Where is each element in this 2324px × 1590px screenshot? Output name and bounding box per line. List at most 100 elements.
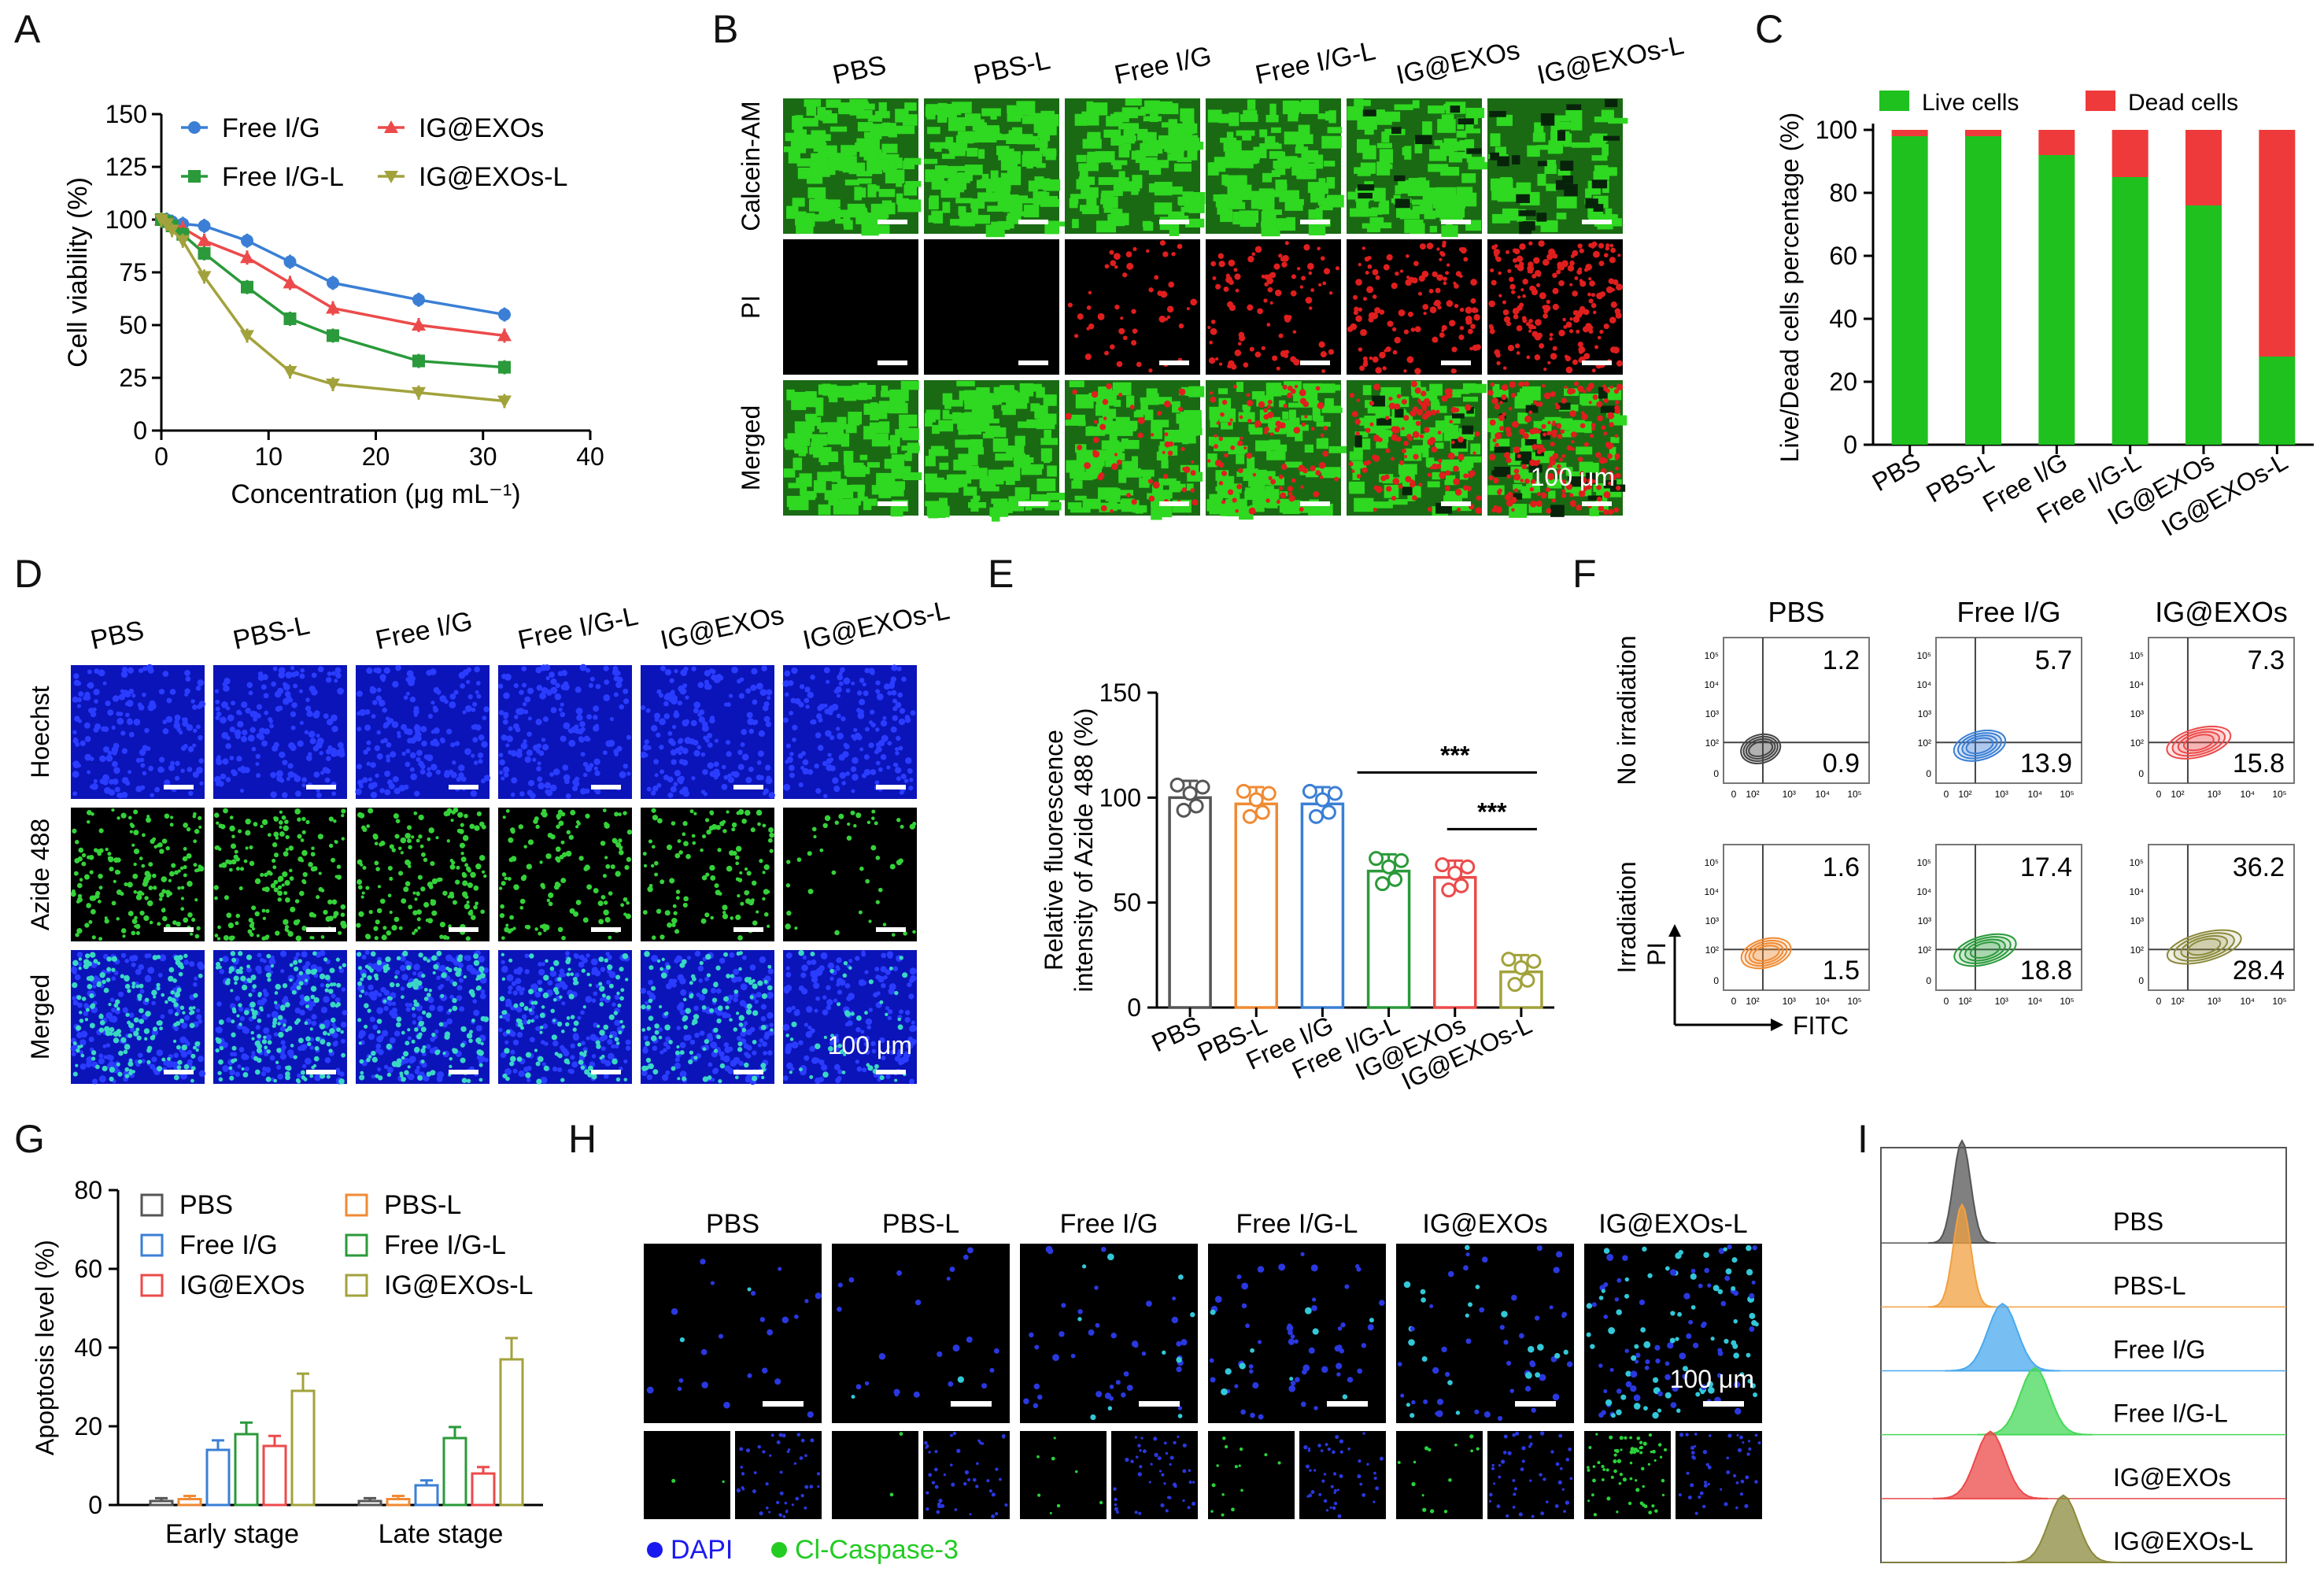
blue-nucleus: [320, 1007, 328, 1014]
green-nucleus: [275, 930, 280, 936]
dark-gap: [1519, 221, 1532, 235]
green-cell: [1085, 426, 1106, 436]
red-cell: [1513, 473, 1521, 481]
green-nucleus: [467, 882, 473, 889]
dead-bar: [2259, 130, 2296, 357]
green-cell: [1269, 150, 1283, 159]
blue-nucleus: [176, 1008, 181, 1014]
blue-nucleus: [535, 719, 542, 726]
red-cell: [1401, 399, 1407, 405]
green-nucleus: [183, 873, 187, 878]
green-nucleus: [311, 846, 315, 851]
red-cell: [1354, 419, 1361, 425]
red-cell: [1587, 478, 1594, 485]
blue-nucleus: [471, 753, 475, 758]
blue-nucleus: [700, 752, 706, 757]
blue-nucleus: [907, 767, 912, 773]
green-cell: [1596, 214, 1616, 220]
blue-nucleus: [92, 984, 97, 989]
green-nucleus: [131, 930, 136, 936]
green-nucleus: [301, 878, 306, 884]
blue-nucleus: [767, 696, 771, 701]
blue-nucleus: [701, 724, 709, 732]
red-cell: [1392, 428, 1398, 434]
green-cell: [948, 399, 963, 407]
green-nucleus: [176, 1065, 182, 1070]
green-nucleus: [81, 861, 87, 867]
blue-nucleus: [302, 1063, 307, 1069]
red-cell: [1540, 447, 1546, 453]
red-cell: [1183, 466, 1191, 474]
blue-nucleus: [167, 1059, 173, 1066]
blue-nucleus: [663, 713, 671, 719]
red-cell: [1278, 333, 1284, 338]
red-cell: [1209, 391, 1214, 395]
green-nucleus: [106, 967, 112, 972]
green-nucleus: [379, 841, 386, 846]
green-cell: [924, 158, 938, 165]
blue-nucleus: [334, 667, 342, 674]
green-nucleus: [194, 934, 200, 939]
blue-nucleus: [684, 737, 692, 745]
green-cell: [966, 147, 978, 157]
green-nucleus: [735, 877, 740, 882]
green-nucleus: [648, 883, 653, 888]
blue-nucleus: [198, 701, 206, 708]
red-cell: [1614, 434, 1619, 438]
blue-nucleus: [279, 1018, 286, 1024]
red-cell: [1609, 257, 1616, 264]
blue-nucleus: [856, 690, 863, 696]
green-nucleus: [300, 838, 305, 842]
green-cell: [945, 103, 959, 112]
green-nucleus: [618, 849, 624, 856]
green-nucleus: [186, 852, 192, 859]
green-cell: [1317, 188, 1325, 201]
green-nucleus: [182, 856, 188, 862]
red-cell: [1616, 360, 1623, 367]
red-cell: [1609, 422, 1614, 427]
red-cell: [1583, 268, 1588, 272]
red-cell: [1355, 315, 1362, 323]
red-cell: [1446, 300, 1454, 307]
blue-nucleus: [335, 1067, 341, 1073]
blue-nucleus: [308, 730, 316, 738]
green-cell: [970, 198, 985, 209]
blue-nucleus: [663, 775, 670, 781]
blue-nucleus: [723, 775, 729, 780]
green-nucleus: [131, 982, 136, 986]
data-point: [283, 275, 297, 289]
series-line-0: [161, 218, 505, 316]
blue-nucleus: [602, 750, 608, 756]
blue-nucleus: [560, 712, 566, 718]
blue-nucleus: [604, 679, 610, 685]
green-nucleus: [704, 818, 710, 823]
red-cell: [1162, 474, 1169, 479]
red-cell: [1454, 303, 1459, 309]
green-nucleus: [98, 873, 103, 879]
blue-nucleus: [331, 671, 336, 676]
green-nucleus: [161, 876, 168, 882]
red-cell: [1209, 340, 1214, 345]
green-nucleus: [368, 808, 374, 814]
blue-nucleus: [558, 707, 563, 712]
micrograph-tile: [213, 665, 347, 799]
legend-marker: [384, 120, 398, 133]
blue-nucleus: [112, 778, 119, 786]
green-nucleus: [340, 912, 345, 917]
green-cell: [1295, 430, 1303, 442]
green-cell: [1458, 466, 1472, 471]
green-nucleus: [439, 921, 445, 928]
green-cell: [1136, 409, 1144, 416]
green-cell: [1306, 471, 1319, 478]
red-cell: [1423, 311, 1427, 316]
blue-nucleus: [184, 670, 190, 676]
green-nucleus: [187, 912, 193, 918]
red-cell: [1125, 251, 1132, 257]
green-nucleus: [435, 836, 439, 840]
green-cell: [1402, 481, 1410, 492]
green-cell: [827, 146, 837, 154]
red-cell: [1246, 400, 1254, 407]
green-cell: [1250, 505, 1258, 512]
green-cell: [927, 127, 940, 135]
green-cell: [1003, 390, 1018, 397]
